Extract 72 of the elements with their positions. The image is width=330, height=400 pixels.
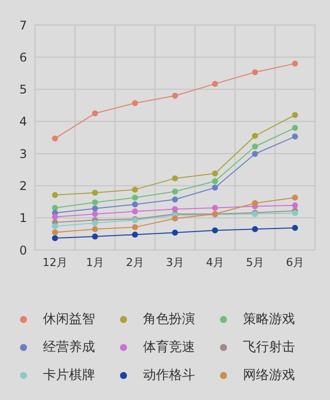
point xyxy=(212,178,218,184)
point xyxy=(172,92,178,99)
point xyxy=(172,196,178,203)
legend-label: 角色扮演 xyxy=(143,311,195,328)
point xyxy=(132,201,138,208)
y-tick-label: 3 xyxy=(19,146,27,161)
point xyxy=(92,110,98,116)
point xyxy=(252,226,258,232)
point xyxy=(92,234,98,240)
point xyxy=(292,112,298,118)
point xyxy=(252,69,258,76)
x-tick-label: 1月 xyxy=(86,256,104,269)
point xyxy=(172,175,178,182)
point xyxy=(212,170,218,176)
y-tick-label: 1 xyxy=(19,211,27,226)
point xyxy=(52,192,58,198)
y-tick-label: 0 xyxy=(19,243,27,258)
point xyxy=(212,227,218,234)
point xyxy=(292,194,298,201)
point xyxy=(132,208,138,214)
point xyxy=(292,134,298,140)
x-tick-label: 2月 xyxy=(126,256,144,269)
point xyxy=(132,186,138,193)
point xyxy=(252,200,258,206)
point xyxy=(292,224,298,231)
point xyxy=(132,232,138,238)
point xyxy=(132,224,138,230)
point xyxy=(212,80,218,87)
point xyxy=(92,206,98,212)
point xyxy=(52,204,58,211)
point xyxy=(132,100,138,106)
point xyxy=(172,230,178,236)
legend-label: 飞行射击 xyxy=(243,339,295,356)
y-tick-label: 2 xyxy=(19,178,27,193)
point xyxy=(292,124,298,131)
y-tick-label: 7 xyxy=(19,18,27,32)
legend-label: 策略游戏 xyxy=(243,311,295,328)
legend-label: 休闲益智 xyxy=(43,311,95,328)
point xyxy=(172,188,178,194)
x-tick-label: 3月 xyxy=(166,256,184,269)
point xyxy=(212,184,218,191)
point xyxy=(252,144,258,150)
y-tick-label: 6 xyxy=(19,50,27,64)
point xyxy=(292,60,298,67)
point xyxy=(252,150,258,157)
point xyxy=(212,204,218,211)
point xyxy=(132,194,138,201)
point xyxy=(52,223,58,230)
point xyxy=(92,226,98,232)
point xyxy=(52,235,58,242)
point xyxy=(92,211,98,217)
point xyxy=(52,229,58,236)
point xyxy=(172,216,178,222)
point xyxy=(252,132,258,139)
y-tick-label: 4 xyxy=(19,114,27,129)
point xyxy=(52,135,58,142)
point xyxy=(292,202,298,208)
legend-label: 卡片棋牌 xyxy=(43,367,95,384)
point xyxy=(292,210,298,216)
x-tick-label: 4月 xyxy=(206,256,224,269)
legend-label: 经营养成 xyxy=(43,339,95,356)
legend-label: 动作格斗 xyxy=(143,367,195,384)
x-tick-label: 5月 xyxy=(246,256,264,269)
point xyxy=(52,214,58,220)
point xyxy=(92,190,98,196)
y-tick-label: 5 xyxy=(19,82,27,97)
point xyxy=(92,220,98,226)
legend-label: 体育竞速 xyxy=(143,338,195,356)
point xyxy=(92,199,98,206)
legend-label: 网络游戏 xyxy=(243,367,295,384)
x-tick-label: 12月 xyxy=(42,256,68,269)
x-tick-label: 6月 xyxy=(286,256,304,269)
